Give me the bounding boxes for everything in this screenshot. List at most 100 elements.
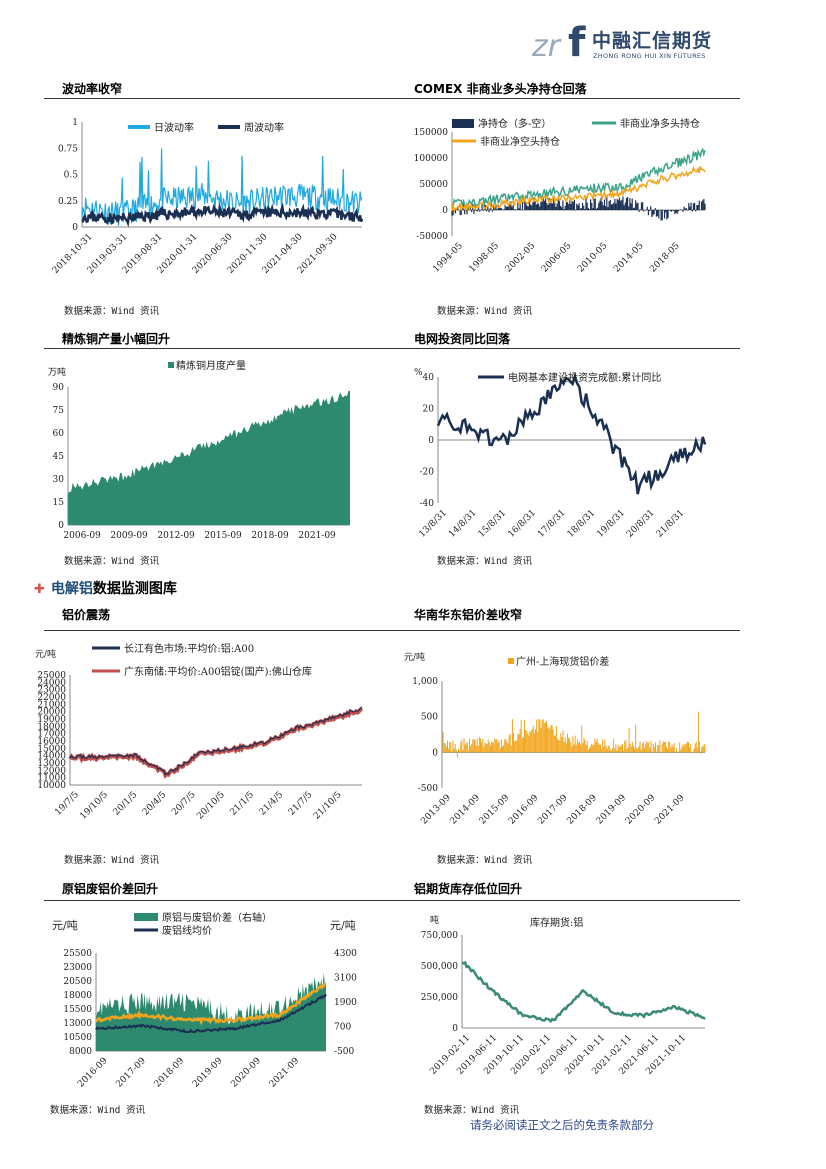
y-tick-label: 45 xyxy=(53,452,65,462)
y-tick-label: 60 xyxy=(53,429,65,439)
x-tick-label: 2021-09 xyxy=(298,531,336,541)
panel-title-5: 铝价震荡 xyxy=(62,608,111,622)
y-axis-unit: 吨 xyxy=(430,914,439,926)
y-axis-unit: % xyxy=(414,368,423,378)
x-tick-label: 2014-09 xyxy=(449,793,483,827)
y-tick-label: 13000 xyxy=(63,1019,92,1029)
y-tick-label: 22000 xyxy=(37,693,66,703)
series-daily-volatility xyxy=(81,148,363,226)
source-3: 数据来源：Wind 资讯 xyxy=(64,556,160,567)
y-tick-label: 10000 xyxy=(37,781,66,791)
x-tick-label: 2020-09 xyxy=(624,793,658,827)
y-tick-label: 15500 xyxy=(63,1005,92,1015)
y-tick-label: 8000 xyxy=(69,1047,92,1057)
x-tick-label: 1994-05 xyxy=(431,241,465,275)
y-tick-label: 19000 xyxy=(37,715,66,725)
x-tick-label: 20/8/31 xyxy=(625,508,657,540)
y-right-tick-label: 4300 xyxy=(334,949,357,959)
y-tick-label: -500 xyxy=(418,784,438,794)
x-tick-label: 2019-09 xyxy=(191,1056,225,1090)
y-tick-label: 16000 xyxy=(37,737,66,747)
y-tick-label: -40 xyxy=(420,499,435,509)
y-tick-label: 18000 xyxy=(63,991,92,1001)
legend-label: 非商业净空头持仓 xyxy=(480,135,560,148)
x-tick-label: 21/4/5 xyxy=(258,790,286,818)
x-tick-label: 2018-09 xyxy=(153,1056,187,1090)
x-tick-label: 2014-05 xyxy=(612,241,646,275)
legend-label: 净持仓（多-空） xyxy=(478,117,551,130)
x-tick-label: 2006-05 xyxy=(540,241,574,275)
x-tick-label: 14/8/31 xyxy=(447,508,479,540)
logo-name: 中融汇信期货 xyxy=(592,30,713,52)
source-2: 数据来源：Wind 资讯 xyxy=(437,306,533,317)
divider xyxy=(44,348,740,349)
legend-swatch xyxy=(452,119,474,128)
x-tick-label: 2017-09 xyxy=(114,1056,148,1090)
y-tick-label: 20000 xyxy=(37,708,66,718)
legend-label: 非商业净多头持仓 xyxy=(620,117,700,130)
x-tick-label: 2006-09 xyxy=(63,531,101,541)
section-icon: ✚ xyxy=(34,582,45,597)
y-tick-label: 17000 xyxy=(37,730,66,740)
y-tick-label: 18000 xyxy=(37,722,66,732)
legend-label: 广州-上海现货铝价差 xyxy=(516,655,609,668)
x-tick-label: 2017-09 xyxy=(536,793,570,827)
x-tick-label: 2013-09 xyxy=(419,793,453,827)
y-tick-label: 15000 xyxy=(37,744,66,754)
y-right-tick-label: 3100 xyxy=(334,974,357,984)
y-tick-label: 40 xyxy=(423,373,435,383)
y-tick-label: 23000 xyxy=(63,963,92,973)
series-net-short xyxy=(451,165,706,213)
x-tick-label: 19/10/5 xyxy=(78,790,110,822)
chart-volatility: 00.250.50.7512018-10-312019-03-312019-08… xyxy=(51,118,364,276)
chart-futures-inventory: 0250,000500,000750,0002019-02-112019-06-… xyxy=(421,914,706,1077)
legend-swatch xyxy=(218,125,240,129)
x-tick-label: 21/10/5 xyxy=(312,790,344,822)
x-tick-label: 17/8/31 xyxy=(536,508,568,540)
legend-swatch xyxy=(134,913,158,921)
y-tick-label: -50000 xyxy=(416,232,448,242)
series-copper-output xyxy=(68,390,350,525)
panel-title-1: 波动率收窄 xyxy=(62,82,123,96)
logo-mark-f: f xyxy=(568,20,586,62)
panel-title-8: 铝期货库存低位回升 xyxy=(414,882,523,896)
series-orange-line xyxy=(94,982,326,1026)
logo-mark: zr f xyxy=(531,20,586,62)
y-tick-label: 250,000 xyxy=(421,993,458,1003)
logo-en: ZHONG RONG HUI XIN FUTURES xyxy=(593,52,706,60)
x-tick-label: 1998-05 xyxy=(468,241,502,275)
section-title: ✚ 电解铝数据监测图库 xyxy=(34,578,177,598)
x-tick-label: 20/7/5 xyxy=(170,790,198,818)
panel-title-4: 电网投资同比回落 xyxy=(414,332,511,346)
x-tick-label: 15/8/31 xyxy=(477,508,509,540)
legend-swatch xyxy=(508,658,514,664)
y-tick-label: 0.75 xyxy=(58,144,78,154)
series-net-long xyxy=(451,147,706,210)
series-primary-scrap-spread xyxy=(96,972,326,1051)
panel-title-6: 华南华东铝价差收窄 xyxy=(414,608,523,622)
chart-scrap-spread: 8000 10500 13000 15500 18000 20500 23000 25500 2… xyxy=(52,911,357,1090)
source-4: 数据来源：Wind 资讯 xyxy=(437,556,533,567)
y-tick-label: 0 xyxy=(428,436,434,446)
legend-label: 周波动率 xyxy=(244,121,284,134)
divider xyxy=(44,630,740,631)
x-tick-label: 2015-09 xyxy=(204,531,242,541)
chart-price-spread: -500 0 500 1,000 2013-092014-092015-092016-0… xyxy=(404,651,706,827)
x-tick-label: 21/1/5 xyxy=(229,790,257,818)
y-tick-label: 150000 xyxy=(414,128,449,138)
y-tick-label: 0 xyxy=(72,223,78,233)
y-tick-label: -20 xyxy=(420,468,435,478)
y-tick-label: 10500 xyxy=(63,1033,92,1043)
y-axis-unit-left: 元/吨 xyxy=(52,919,78,932)
y-right-tick-label: -500 xyxy=(334,1047,354,1057)
series-guangdong-price xyxy=(68,706,364,779)
source-1: 数据来源：Wind 资讯 xyxy=(64,306,160,317)
source-6: 数据来源：Wind 资讯 xyxy=(437,855,533,866)
y-tick-label: 23000 xyxy=(37,686,66,696)
x-tick-label: 18/8/31 xyxy=(566,508,598,540)
legend-label: 精炼铜月度产量 xyxy=(176,359,246,372)
x-tick-label: 2018-05 xyxy=(648,241,682,275)
y-tick-label: 0.5 xyxy=(64,171,79,181)
x-tick-label: 2015-09 xyxy=(478,793,512,827)
y-tick-label: 1 xyxy=(72,118,78,128)
